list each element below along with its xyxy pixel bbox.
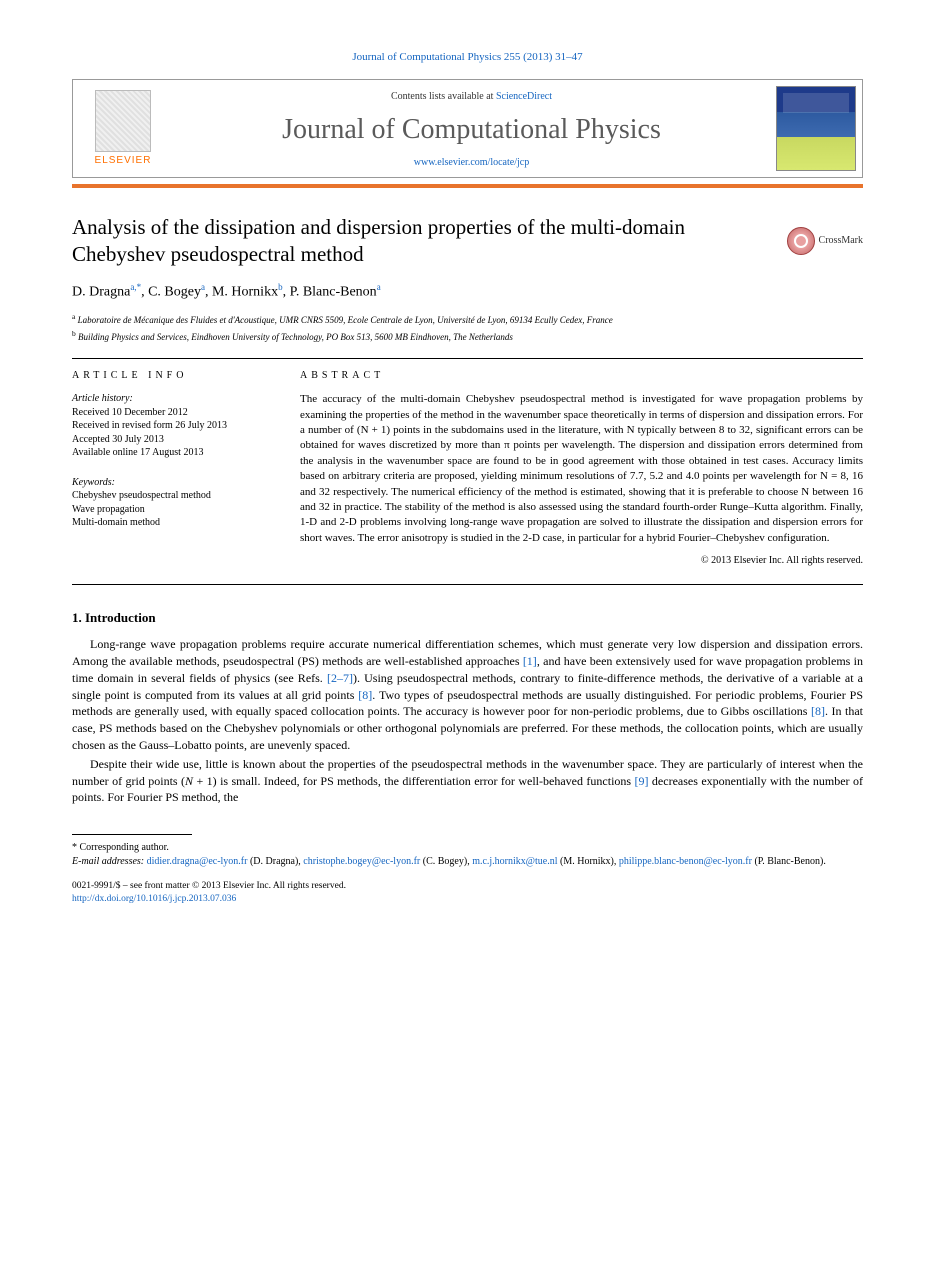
top-citation: Journal of Computational Physics 255 (20… bbox=[72, 50, 863, 65]
corresponding-author-note: * Corresponding author. bbox=[72, 841, 863, 855]
crossmark-badge[interactable]: CrossMark bbox=[787, 227, 863, 255]
corresponding-author-text: Corresponding author. bbox=[80, 842, 169, 853]
author: M. Hornikx bbox=[212, 285, 278, 300]
keywords-label: Keywords: bbox=[72, 476, 272, 490]
sciencedirect-link[interactable]: ScienceDirect bbox=[496, 91, 552, 102]
keyword: Wave propagation bbox=[72, 503, 272, 517]
email-link[interactable]: philippe.blanc-benon@ec-lyon.fr bbox=[619, 856, 752, 867]
elsevier-tree-icon bbox=[95, 90, 151, 152]
body-paragraph: Long-range wave propagation problems req… bbox=[72, 636, 863, 754]
email-owner: (P. Blanc-Benon) bbox=[754, 856, 823, 867]
author-affil-marker: a bbox=[377, 282, 381, 292]
author: C. Bogey bbox=[148, 285, 201, 300]
author-list: D. Dragnaa,*, C. Bogeya, M. Hornikxb, P.… bbox=[72, 281, 863, 303]
crossmark-label: CrossMark bbox=[819, 234, 863, 248]
email-owner: (D. Dragna) bbox=[250, 856, 298, 867]
email-label: E-mail addresses: bbox=[72, 856, 144, 867]
abstract-heading: ABSTRACT bbox=[300, 369, 863, 383]
article-history-block: Article history: Received 10 December 20… bbox=[72, 392, 272, 460]
body-paragraph: Despite their wide use, little is known … bbox=[72, 756, 863, 806]
article-info-heading: ARTICLE INFO bbox=[72, 369, 272, 383]
footnote-separator bbox=[72, 834, 192, 835]
publisher-name: ELSEVIER bbox=[95, 154, 152, 168]
affiliation-a-text: Laboratoire de Mécanique des Fluides et … bbox=[78, 315, 613, 325]
divider bbox=[72, 584, 863, 585]
email-link[interactable]: didier.dragna@ec-lyon.fr bbox=[147, 856, 248, 867]
affiliation-b: b Building Physics and Services, Eindhov… bbox=[72, 329, 863, 344]
crossmark-icon bbox=[787, 227, 815, 255]
orange-divider-bar bbox=[72, 184, 863, 188]
abstract-text: The accuracy of the multi-domain Chebysh… bbox=[300, 392, 863, 546]
info-abstract-row: ARTICLE INFO Article history: Received 1… bbox=[72, 369, 863, 568]
ref-link[interactable]: [8] bbox=[358, 688, 372, 702]
journal-cover-thumbnail bbox=[776, 86, 856, 172]
history-online: Available online 17 August 2013 bbox=[72, 446, 272, 460]
abstract-column: ABSTRACT The accuracy of the multi-domai… bbox=[300, 369, 863, 568]
history-label: Article history: bbox=[72, 392, 272, 406]
email-link[interactable]: christophe.bogey@ec-lyon.fr bbox=[303, 856, 420, 867]
issn-copyright-line: 0021-9991/$ – see front matter © 2013 El… bbox=[72, 880, 863, 893]
contents-available-line: Contents lists available at ScienceDirec… bbox=[181, 90, 762, 104]
affil-link-b[interactable]: b bbox=[278, 282, 283, 292]
divider bbox=[72, 358, 863, 359]
corr-author-marker[interactable]: * bbox=[137, 282, 142, 292]
affiliation-b-text: Building Physics and Services, Eindhoven… bbox=[78, 332, 513, 342]
publisher-cell: ELSEVIER bbox=[73, 80, 173, 178]
article-title: Analysis of the dissipation and dispersi… bbox=[72, 214, 787, 267]
ref-link[interactable]: [8] bbox=[811, 704, 825, 718]
email-owner: (C. Bogey) bbox=[423, 856, 467, 867]
doi-link[interactable]: http://dx.doi.org/10.1016/j.jcp.2013.07.… bbox=[72, 894, 236, 904]
history-received: Received 10 December 2012 bbox=[72, 406, 272, 420]
journal-homepage-row: www.elsevier.com/locate/jcp bbox=[181, 156, 762, 170]
article-info-column: ARTICLE INFO Article history: Received 1… bbox=[72, 369, 272, 568]
history-accepted: Accepted 30 July 2013 bbox=[72, 433, 272, 447]
ref-link[interactable]: [2–7] bbox=[327, 671, 353, 685]
affil-link-a[interactable]: a bbox=[377, 282, 381, 292]
affil-link-a[interactable]: a bbox=[201, 282, 205, 292]
author-affil-marker: b bbox=[278, 282, 283, 292]
journal-homepage-link[interactable]: www.elsevier.com/locate/jcp bbox=[414, 157, 529, 168]
bottom-meta: 0021-9991/$ – see front matter © 2013 El… bbox=[72, 880, 863, 906]
author-affil-marker: a,* bbox=[130, 282, 141, 292]
top-citation-link[interactable]: Journal of Computational Physics 255 (20… bbox=[352, 51, 582, 63]
history-revised: Received in revised form 26 July 2013 bbox=[72, 419, 272, 433]
keyword: Chebyshev pseudospectral method bbox=[72, 489, 272, 503]
section-heading-intro: 1. Introduction bbox=[72, 609, 863, 627]
footnote-block: * Corresponding author. E-mail addresses… bbox=[72, 841, 863, 868]
ref-link[interactable]: [1] bbox=[523, 654, 537, 668]
contents-prefix: Contents lists available at bbox=[391, 91, 496, 102]
journal-name: Journal of Computational Physics bbox=[181, 111, 762, 149]
affiliation-a: a Laboratoire de Mécanique des Fluides e… bbox=[72, 312, 863, 327]
email-owner: (M. Hornikx) bbox=[560, 856, 614, 867]
journal-info-cell: Contents lists available at ScienceDirec… bbox=[173, 80, 770, 178]
cover-cell bbox=[770, 80, 862, 178]
keyword: Multi-domain method bbox=[72, 516, 272, 530]
author-affil-marker: a bbox=[201, 282, 205, 292]
abstract-copyright: © 2013 Elsevier Inc. All rights reserved… bbox=[300, 554, 863, 568]
author: D. Dragna bbox=[72, 285, 130, 300]
author: P. Blanc-Benon bbox=[290, 285, 377, 300]
email-link[interactable]: m.c.j.hornikx@tue.nl bbox=[472, 856, 557, 867]
keywords-block: Keywords: Chebyshev pseudospectral metho… bbox=[72, 476, 272, 530]
journal-header-box: ELSEVIER Contents lists available at Sci… bbox=[72, 79, 863, 179]
ref-link[interactable]: [9] bbox=[635, 774, 649, 788]
email-addresses-line: E-mail addresses: didier.dragna@ec-lyon.… bbox=[72, 855, 863, 869]
title-row: Analysis of the dissipation and dispersi… bbox=[72, 214, 863, 267]
page: Journal of Computational Physics 255 (20… bbox=[0, 0, 935, 946]
